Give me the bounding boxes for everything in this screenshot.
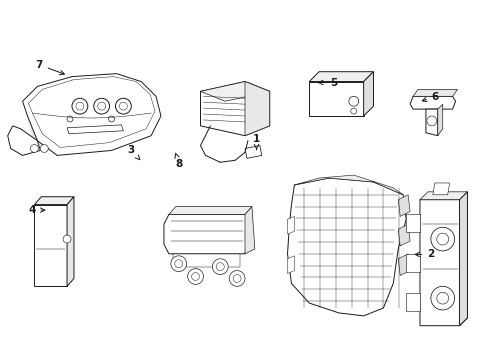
Polygon shape [419,192,467,200]
Ellipse shape [63,235,71,243]
Polygon shape [409,96,455,109]
Ellipse shape [30,145,38,152]
Ellipse shape [436,233,447,245]
Polygon shape [425,109,437,136]
Ellipse shape [67,116,73,122]
Ellipse shape [98,102,105,110]
Ellipse shape [436,292,447,304]
Ellipse shape [430,227,454,251]
Polygon shape [22,74,161,156]
Text: 3: 3 [127,145,140,160]
Ellipse shape [174,260,183,267]
Ellipse shape [233,275,241,282]
Text: 1: 1 [252,134,260,150]
Text: 7: 7 [35,60,64,75]
Ellipse shape [229,271,244,286]
Ellipse shape [191,273,199,280]
Ellipse shape [426,116,436,126]
Polygon shape [406,254,419,271]
Ellipse shape [212,259,228,275]
Ellipse shape [108,116,114,122]
Ellipse shape [72,98,88,114]
Polygon shape [308,82,363,116]
Polygon shape [163,215,249,254]
Polygon shape [67,125,123,134]
Polygon shape [244,82,269,136]
Polygon shape [459,192,467,326]
Ellipse shape [41,145,48,152]
Polygon shape [397,254,409,275]
Ellipse shape [115,98,131,114]
Ellipse shape [76,102,83,110]
Polygon shape [200,82,269,101]
Ellipse shape [170,256,186,271]
Polygon shape [412,89,457,96]
Polygon shape [406,215,419,232]
Polygon shape [244,207,254,254]
Text: 2: 2 [414,249,433,260]
Polygon shape [172,254,240,267]
Polygon shape [294,175,402,195]
Text: 6: 6 [421,92,438,102]
Polygon shape [363,72,373,116]
Polygon shape [397,224,409,246]
Polygon shape [287,216,294,234]
Polygon shape [34,197,74,204]
Ellipse shape [187,269,203,284]
Polygon shape [244,145,261,158]
Ellipse shape [119,102,127,110]
Text: 8: 8 [175,153,183,169]
Ellipse shape [430,286,454,310]
Text: 4: 4 [28,205,45,215]
Ellipse shape [216,263,224,271]
Polygon shape [168,207,251,215]
Polygon shape [8,126,41,156]
Polygon shape [67,197,74,286]
Polygon shape [437,104,442,136]
Polygon shape [432,183,449,195]
Polygon shape [406,293,419,311]
Text: 5: 5 [318,77,337,87]
Polygon shape [287,178,406,316]
Ellipse shape [348,96,358,106]
Polygon shape [397,195,409,216]
Polygon shape [287,256,294,274]
Polygon shape [308,72,373,82]
Polygon shape [27,116,159,156]
Polygon shape [419,192,467,326]
Polygon shape [34,204,67,286]
Ellipse shape [94,98,109,114]
Ellipse shape [350,108,356,114]
Polygon shape [200,82,269,136]
